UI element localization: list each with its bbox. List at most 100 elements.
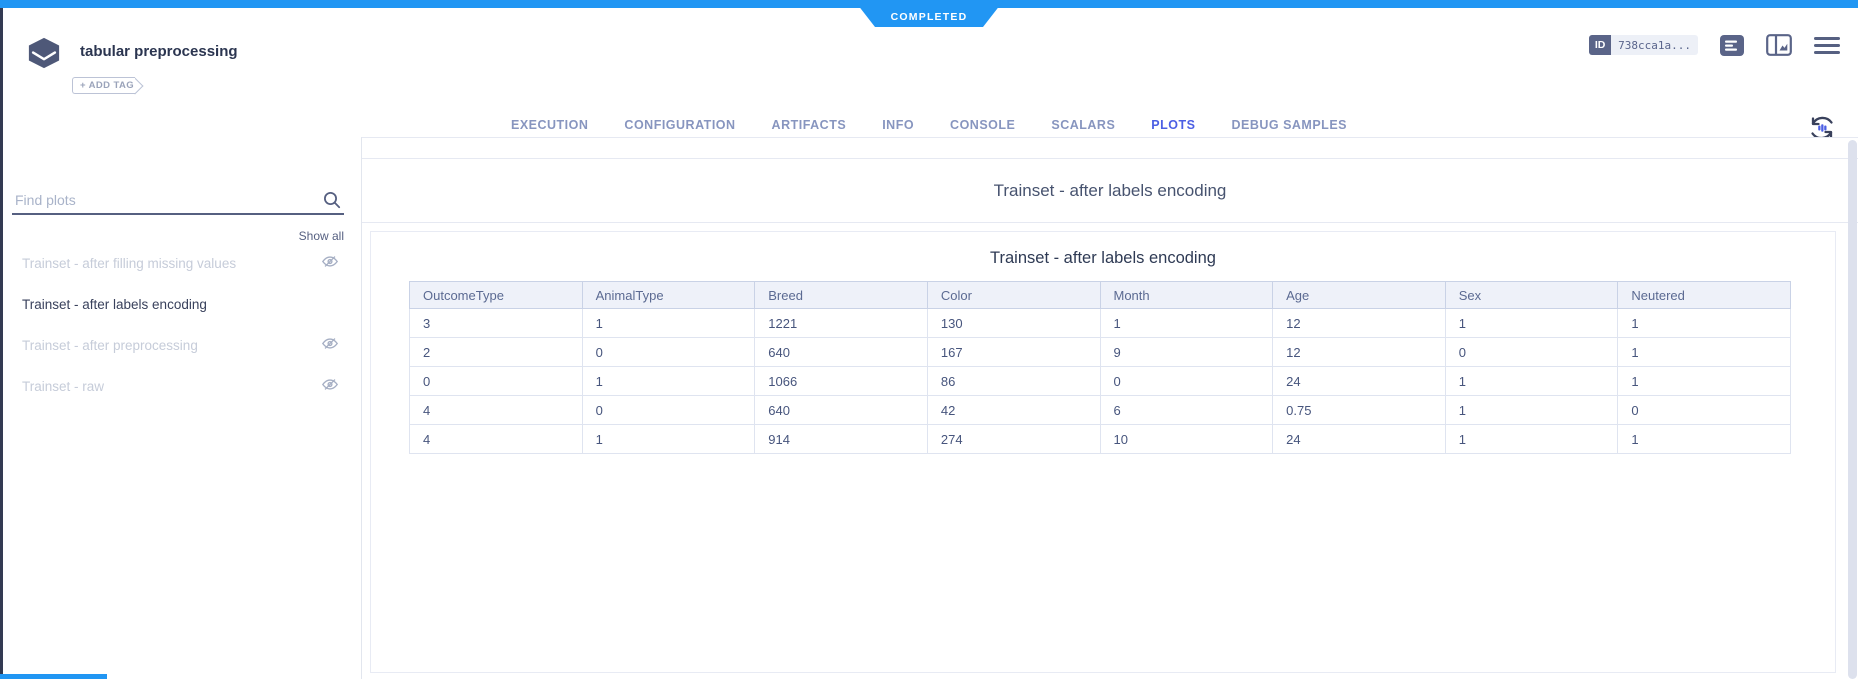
status-badge: COMPLETED bbox=[854, 0, 1004, 27]
eye-off-icon[interactable] bbox=[321, 335, 339, 357]
table-cell: 10 bbox=[1099, 424, 1274, 454]
table-cell: 0 bbox=[1444, 337, 1619, 367]
table-cell: 1 bbox=[1444, 366, 1619, 396]
plot-list-item[interactable]: Trainset - raw bbox=[3, 366, 361, 407]
experiment-logo-icon bbox=[28, 37, 60, 69]
table-cell: 1 bbox=[1444, 395, 1619, 425]
table-cell: 4 bbox=[409, 424, 583, 454]
plot-list-item[interactable]: Trainset - after preprocessing bbox=[3, 325, 361, 366]
id-badge: ID bbox=[1589, 35, 1612, 55]
table-header-cell: AnimalType bbox=[581, 281, 756, 309]
table-row: 2 0 640 167 9 12 0 1 bbox=[409, 337, 1791, 367]
experiment-title: tabular preprocessing bbox=[80, 43, 238, 60]
id-value: 738cca1a... bbox=[1611, 35, 1698, 55]
table-cell: 0 bbox=[581, 395, 756, 425]
plot-list: Trainset - after filling missing values T… bbox=[3, 243, 361, 407]
plot-list-item[interactable]: Trainset - after labels encoding bbox=[3, 284, 361, 325]
tab-console[interactable]: CONSOLE bbox=[950, 118, 1016, 132]
table-cell: 130 bbox=[926, 308, 1101, 338]
plot-item-label: Trainset - after filling missing values bbox=[22, 256, 237, 271]
table-cell: 1 bbox=[1617, 308, 1791, 338]
table-cell: 24 bbox=[1272, 366, 1446, 396]
table-cell: 640 bbox=[754, 337, 928, 367]
table-header-cell: Month bbox=[1099, 281, 1274, 309]
table-cell: 640 bbox=[754, 395, 928, 425]
table-row: 4 1 914 274 10 24 1 1 bbox=[409, 424, 1791, 454]
table-cell: 12 bbox=[1272, 337, 1446, 367]
left-edge-divider bbox=[0, 8, 3, 679]
tab-debug-samples[interactable]: DEBUG SAMPLES bbox=[1231, 118, 1347, 132]
table-cell: 1 bbox=[1617, 424, 1791, 454]
plot-title: Trainset - after labels encoding bbox=[990, 249, 1216, 267]
table-cell: 274 bbox=[926, 424, 1101, 454]
table-cell: 9 bbox=[1099, 337, 1274, 367]
table-cell: 1066 bbox=[754, 366, 928, 396]
add-tag-label: + ADD TAG bbox=[72, 77, 136, 94]
table-cell: 1 bbox=[581, 424, 756, 454]
plots-content: Trainset - after labels encoding Trainse… bbox=[362, 137, 1858, 679]
details-panel-icon[interactable] bbox=[1720, 34, 1744, 56]
table-cell: 0 bbox=[409, 366, 583, 396]
table-cell: 914 bbox=[754, 424, 928, 454]
table-cell: 42 bbox=[926, 395, 1101, 425]
table-cell: 167 bbox=[926, 337, 1101, 367]
header: tabular preprocessing + ADD TAG ID 738cc… bbox=[0, 8, 1858, 142]
table-header-cell: Sex bbox=[1444, 281, 1619, 309]
find-plots-input[interactable] bbox=[15, 189, 295, 211]
table-row: 4 0 640 42 6 0.75 1 0 bbox=[409, 395, 1791, 425]
table-cell: 1 bbox=[1444, 424, 1619, 454]
tab-scalars[interactable]: SCALARS bbox=[1051, 118, 1116, 132]
table-header-cell: OutcomeType bbox=[409, 281, 583, 309]
tab-info[interactable]: INFO bbox=[882, 118, 915, 132]
plot-group-header: Trainset - after labels encoding bbox=[362, 159, 1858, 223]
menu-icon[interactable] bbox=[1814, 36, 1840, 54]
compare-view-icon[interactable] bbox=[1766, 34, 1792, 56]
vertical-scrollbar[interactable] bbox=[1848, 140, 1857, 679]
table-cell: 6 bbox=[1099, 395, 1274, 425]
table-cell: 0.75 bbox=[1272, 395, 1446, 425]
tab-configuration[interactable]: CONFIGURATION bbox=[624, 118, 736, 132]
table-cell: 1 bbox=[1444, 308, 1619, 338]
table-cell: 0 bbox=[581, 337, 756, 367]
table-cell: 1 bbox=[1099, 308, 1274, 338]
table-header-cell: Color bbox=[926, 281, 1101, 309]
plot-list-item[interactable]: Trainset - after filling missing values bbox=[3, 243, 361, 284]
table-cell: 24 bbox=[1272, 424, 1446, 454]
plot-item-label: Trainset - after preprocessing bbox=[22, 338, 198, 353]
plot-data-table: OutcomeType AnimalType Breed Color Month Age S… bbox=[409, 281, 1791, 454]
table-cell: 0 bbox=[1099, 366, 1274, 396]
table-cell: 1 bbox=[1617, 337, 1791, 367]
eye-off-icon[interactable] bbox=[321, 253, 339, 275]
table-cell: 1 bbox=[581, 308, 756, 338]
table-cell: 1 bbox=[1617, 366, 1791, 396]
search-icon[interactable] bbox=[322, 190, 342, 210]
show-all-link[interactable]: Show all bbox=[298, 229, 344, 243]
table-cell: 1221 bbox=[754, 308, 928, 338]
table-header-cell: Breed bbox=[754, 281, 928, 309]
tab-artifacts[interactable]: ARTIFACTS bbox=[771, 118, 847, 132]
plot-item-label: Trainset - raw bbox=[22, 379, 105, 394]
table-cell: 0 bbox=[1617, 395, 1791, 425]
table-header-cell: Age bbox=[1272, 281, 1446, 309]
table-cell: 3 bbox=[409, 308, 583, 338]
tab-execution[interactable]: EXECUTION bbox=[510, 118, 589, 132]
search-row bbox=[12, 189, 344, 215]
table-row: 0 1 1066 86 0 24 1 1 bbox=[409, 366, 1791, 396]
plots-sidebar: Show all Trainset - after filling missin… bbox=[3, 137, 362, 679]
table-row: 3 1 1221 130 1 12 1 1 bbox=[409, 308, 1791, 338]
table-cell: 2 bbox=[409, 337, 583, 367]
add-tag-button[interactable]: + ADD TAG bbox=[72, 77, 144, 94]
table-cell: 4 bbox=[409, 395, 583, 425]
tab-bar: EXECUTION CONFIGURATION ARTIFACTS INFO CONSO… bbox=[0, 118, 1858, 142]
bottom-left-accent-strip bbox=[0, 674, 107, 679]
experiment-id-chip[interactable]: ID 738cca1a... bbox=[1589, 35, 1698, 55]
table-cell: 86 bbox=[926, 366, 1101, 396]
table-header-cell: Neutered bbox=[1617, 281, 1791, 309]
plot-item-label: Trainset - after labels encoding bbox=[22, 297, 207, 312]
eye-off-icon[interactable] bbox=[321, 376, 339, 398]
content-toolbar-band bbox=[362, 138, 1858, 159]
table-cell: 1 bbox=[581, 366, 756, 396]
plot-group-title: Trainset - after labels encoding bbox=[993, 180, 1227, 200]
table-cell: 12 bbox=[1272, 308, 1446, 338]
plot-card: Trainset - after labels encoding Outcome… bbox=[370, 231, 1836, 673]
